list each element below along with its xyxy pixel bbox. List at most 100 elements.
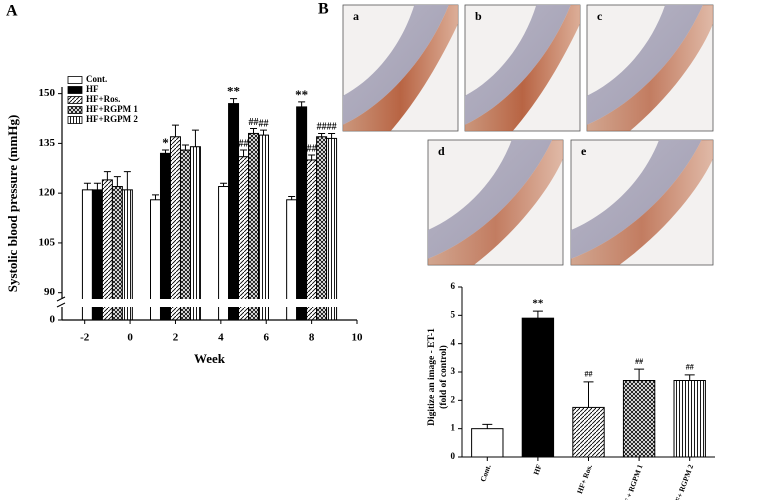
significance-mark: ** (227, 84, 240, 99)
x-tick-label: HF (531, 463, 543, 476)
tissue-layer (587, 5, 703, 125)
error-bar (230, 98, 238, 104)
significance-mark: ## (635, 357, 643, 366)
legend-label: HF+RGPM 2 (86, 114, 138, 124)
error-bar (298, 101, 306, 107)
micrograph-label: c (597, 9, 603, 23)
x-tick-label: 10 (352, 332, 364, 344)
bar (179, 149, 191, 321)
error-bar (161, 149, 169, 154)
tissue-layer (571, 140, 702, 259)
bar (248, 132, 260, 321)
bar (471, 428, 504, 458)
significance-mark: ## (327, 122, 337, 133)
error-bar (250, 127, 258, 134)
y-tick-label: 4 (451, 338, 456, 348)
y-tick-label: 1 (451, 423, 456, 433)
bar (521, 317, 555, 458)
x-tick-label: HF + RGPM 1 (620, 463, 645, 500)
x-tick-label: -2 (80, 332, 90, 344)
legend-label: HF+RGPM 1 (86, 104, 138, 114)
y-tick-label: 0 (50, 314, 56, 326)
stained-layer (428, 140, 563, 265)
tissue-layer (343, 5, 449, 125)
bar (316, 136, 328, 321)
significance-mark: ## (239, 138, 249, 149)
bar (622, 380, 656, 458)
legend-label: Cont. (86, 74, 107, 84)
micrograph-label: e (581, 144, 587, 158)
error-bar (288, 195, 296, 200)
bar (326, 137, 338, 321)
bar (169, 136, 181, 321)
legend-swatch (67, 76, 83, 84)
error-bar (220, 182, 228, 187)
x-tick-label: 0 (127, 332, 133, 344)
error-bar (532, 310, 543, 319)
x-tick-label: HF+ RGPM 2 (671, 463, 695, 500)
error-bar (308, 154, 316, 160)
error-bar (634, 368, 645, 381)
x-tick-label: Cont. (478, 463, 493, 483)
significance-mark: ## (585, 370, 593, 379)
error-bar (260, 129, 268, 136)
error-bar (684, 374, 695, 381)
y-tick-label: 6 (451, 281, 456, 291)
bar (306, 159, 318, 321)
y-tick-label: 3 (451, 366, 456, 376)
significance-mark: ## (249, 117, 259, 128)
bar (296, 106, 308, 321)
significance-mark: ## (307, 143, 317, 154)
error-bar (318, 132, 326, 137)
bar (258, 134, 269, 321)
error-bar (83, 182, 91, 190)
error-bar (240, 149, 248, 157)
legend-swatch (67, 96, 83, 104)
y-tick-label: 120 (39, 187, 56, 199)
micrograph-label: a (353, 9, 359, 23)
significance-mark: ## (686, 363, 694, 372)
legend-label: HF+Ros. (86, 94, 120, 104)
significance-mark: ** (295, 87, 308, 102)
x-axis-label: Week (194, 351, 226, 366)
y-tick-label: 135 (39, 137, 56, 149)
error-bar (181, 144, 189, 151)
x-tick-label: 8 (309, 332, 315, 344)
panel-label: A (6, 3, 18, 20)
legend-swatch (67, 86, 83, 94)
stained-layer (587, 5, 713, 131)
significance-mark: * (162, 135, 169, 150)
error-bar (103, 171, 111, 180)
y-tick-label: 90 (44, 286, 56, 298)
y-axis-label: Digitize an image - ET-1 (427, 328, 437, 426)
stained-layer (343, 5, 458, 131)
tissue-layer (428, 140, 553, 259)
y-axis-label: Systolic blood pressure (mmHg) (5, 115, 20, 293)
stained-layer (465, 5, 580, 131)
legend-swatch (67, 116, 83, 124)
legend-label: HF (86, 84, 99, 94)
stained-layer (571, 140, 713, 265)
bar (228, 103, 240, 321)
y-tick-label: 2 (451, 394, 456, 404)
micrograph-label: d (438, 144, 445, 158)
x-tick-label: HF+ Ros. (575, 463, 594, 495)
bar (101, 179, 113, 321)
bar (159, 152, 171, 321)
y-tick-label: 105 (39, 236, 56, 248)
legend-swatch (67, 106, 83, 114)
error-bar (328, 132, 336, 139)
bar (572, 406, 605, 458)
error-bar (482, 423, 493, 429)
significance-mark: ## (317, 122, 327, 133)
significance-mark: ** (532, 298, 544, 310)
panel-label: B (318, 1, 329, 18)
error-bar (171, 124, 179, 137)
y-tick-label: 150 (39, 87, 56, 99)
y-tick-label: 5 (451, 309, 456, 319)
tissue-layer (465, 5, 571, 125)
axis-break (56, 299, 359, 307)
error-bar (113, 176, 121, 187)
axis-break-mark (56, 296, 66, 308)
